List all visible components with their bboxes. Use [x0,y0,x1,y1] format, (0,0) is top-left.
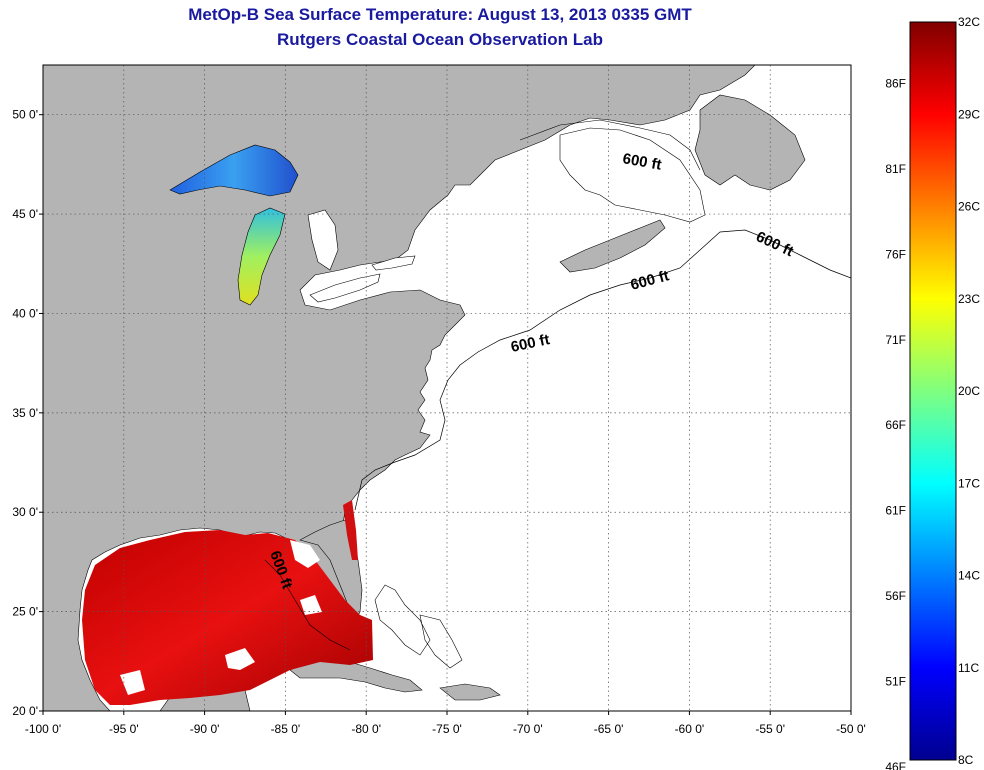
lake-huron [307,209,339,271]
gulf-sst-swath [82,530,373,705]
colorbar-celsius-label: 17C [958,476,980,490]
contour-label: 600 ft [621,150,663,174]
atlantic-sst-strip [343,500,358,560]
bahamas-banks [374,584,431,656]
cloud-patch [290,540,320,568]
latitude-tick-label: 50 0' [12,108,38,122]
colorbar-celsius-label: 11C [958,661,979,675]
colorbar-celsius-label: 32C [958,15,980,29]
longitude-tick-label: -50 0' [836,722,866,736]
chart-subtitle: Rutgers Coastal Ocean Observation Lab [277,30,603,49]
colorbar-fahrenheit-label: 81F [885,162,906,176]
cloud-patch [300,595,322,615]
cloud-patch [225,648,255,670]
colorbar-fahrenheit-label: 66F [885,418,906,432]
longitude-tick-label: -70 0' [513,722,543,736]
contour-600ft-gulf-of-maine [519,119,701,171]
latitude-tick-label: 25 0' [12,605,38,619]
longitude-tick-label: -80 0' [351,722,381,736]
longitude-tick-label: -95 0' [109,722,139,736]
lake-michigan [237,207,286,306]
colorbar-celsius-label: 8C [958,753,974,767]
land-newfoundland [694,94,806,191]
colorbar-fahrenheit-label: 86F [885,77,906,91]
land-north-america [43,65,756,711]
bahamas-banks [419,614,463,669]
lake-ontario [371,255,416,271]
colorbar-celsius-label: 23C [958,292,980,306]
longitude-labels: -100 0' -95 0' -90 0' -85 0' -80 0' -75 0' -70… [25,711,866,736]
colorbar-fahrenheit-label: 76F [885,247,906,261]
colorbar-fahrenheit-label: 56F [885,589,906,603]
land-hispaniola [439,683,501,701]
latitude-tick-label: 20 0' [12,704,38,718]
latitude-tick-label: 35 0' [12,406,38,420]
longitude-tick-label: -100 0' [25,722,61,736]
longitude-tick-label: -60 0' [675,722,705,736]
colorbar-ticks: 32C 29C 26C 23C 20C 17C 14C 11C 8C 86F 81F 76F 71F 66… [885,15,980,770]
latitude-tick-label: 40 0' [12,306,38,320]
land-nova-scotia [559,219,666,273]
colorbar-celsius-label: 26C [958,200,980,214]
colorbar-gradient [909,21,957,761]
latitude-tick-label: 45 0' [12,207,38,221]
colorbar-celsius-label: 20C [958,384,980,398]
land-florida [299,519,363,621]
latitude-labels: 50 0' 45 0' 40 0' 35 0' 30 0' 25 0' 20 0' [12,108,43,718]
cloud-patch [120,670,145,695]
latitude-tick-label: 30 0' [12,505,38,519]
colorbar-celsius-label: 14C [958,569,980,583]
lake-superior [169,144,299,197]
contour-600ft [354,229,851,511]
colorbar-fahrenheit-label: 71F [885,333,906,347]
longitude-tick-label: -90 0' [190,722,220,736]
colorbar-fahrenheit-label: 46F [885,760,906,770]
contour-600ft-gulf [264,559,351,651]
longitude-tick-label: -75 0' [432,722,462,736]
longitude-tick-label: -85 0' [271,722,301,736]
longitude-tick-label: -65 0' [594,722,624,736]
colorbar-fahrenheit-label: 51F [885,674,906,688]
lake-erie [309,273,381,303]
colorbar-celsius-label: 29C [958,107,980,121]
colorbar-fahrenheit-label: 61F [885,504,906,518]
chart-title: MetOp-B Sea Surface Temperature: August … [188,5,692,24]
gulf-of-st-lawrence [559,127,706,223]
longitude-tick-label: -55 0' [755,722,785,736]
